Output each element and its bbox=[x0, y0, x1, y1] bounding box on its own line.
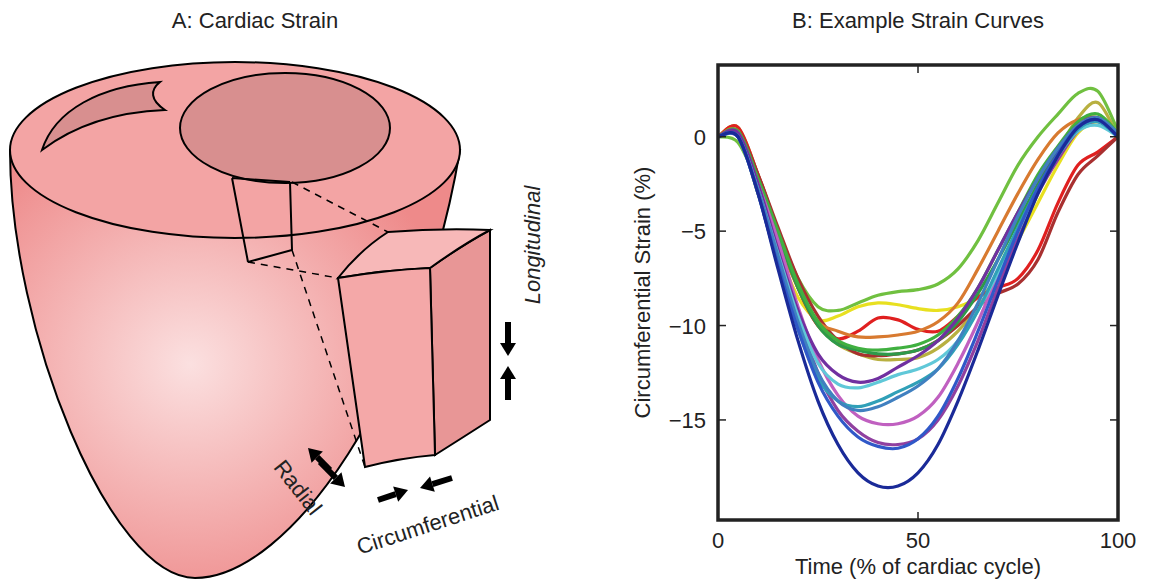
y-tick bbox=[1110, 419, 1118, 421]
x-tick bbox=[1117, 65, 1119, 73]
y-tick-label: 0 bbox=[694, 125, 706, 150]
strain-curve bbox=[718, 119, 1118, 487]
circumferential-arrow-head bbox=[420, 476, 435, 491]
rv-cavity bbox=[42, 82, 165, 150]
strain-curve bbox=[718, 122, 1118, 445]
y-tick bbox=[718, 230, 726, 232]
x-axis-title: Time (% of cardiac cycle) bbox=[795, 554, 1041, 579]
longitudinal-arrow bbox=[505, 322, 511, 343]
lv-cavity bbox=[180, 73, 390, 183]
x-tick bbox=[717, 65, 719, 73]
y-tick bbox=[1110, 230, 1118, 232]
circumferential-arrow bbox=[432, 478, 452, 484]
heart-top bbox=[10, 62, 460, 238]
radial-arrow-head bbox=[330, 472, 345, 487]
x-tick bbox=[717, 512, 719, 520]
y-tick-label: −5 bbox=[681, 219, 706, 244]
y-tick-label: −10 bbox=[669, 314, 706, 339]
panel-title: A: Cardiac Strain bbox=[172, 8, 338, 33]
panel-title: B: Example Strain Curves bbox=[792, 8, 1044, 33]
x-tick bbox=[917, 65, 919, 73]
heart-diagram bbox=[10, 62, 516, 578]
circumferential-arrow-head bbox=[393, 487, 408, 502]
y-tick bbox=[1110, 325, 1118, 327]
x-tick bbox=[917, 512, 919, 520]
strain-curve bbox=[718, 102, 1118, 360]
circumferential-arrow bbox=[378, 494, 396, 500]
x-tick-label: 0 bbox=[712, 528, 724, 553]
axis-label: Longitudinal bbox=[520, 185, 545, 305]
segment-outline bbox=[232, 178, 292, 262]
radial-arrow-head bbox=[308, 448, 323, 463]
x-tick bbox=[1117, 512, 1119, 520]
x-tick-label: 100 bbox=[1100, 528, 1137, 553]
plot-frame bbox=[718, 65, 1118, 520]
strain-curve bbox=[718, 119, 1118, 448]
block-front bbox=[338, 268, 435, 467]
y-axis-title: Circumferential Strain (%) bbox=[630, 167, 655, 419]
y-tick-label: −15 bbox=[669, 408, 706, 433]
longitudinal-arrow bbox=[505, 379, 511, 400]
y-tick bbox=[718, 136, 726, 138]
longitudinal-arrow-head bbox=[500, 366, 516, 379]
series-group bbox=[718, 88, 1118, 487]
axis-label: Circumferential bbox=[353, 490, 501, 559]
block-side bbox=[430, 230, 490, 455]
x-tick-label: 50 bbox=[906, 528, 930, 553]
y-tick bbox=[1110, 136, 1118, 138]
axis-label: Radial bbox=[269, 455, 327, 520]
radial-arrow bbox=[320, 462, 336, 478]
longitudinal-arrow-head bbox=[500, 343, 516, 356]
y-tick bbox=[718, 419, 726, 421]
y-tick bbox=[718, 325, 726, 327]
